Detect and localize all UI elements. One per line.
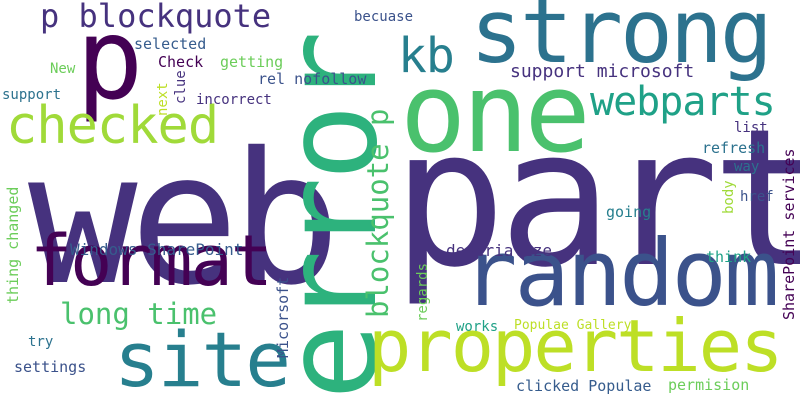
- word-populae-gallery: Populae Gallery: [514, 318, 632, 333]
- word-one: one: [400, 49, 591, 177]
- word-web: web: [28, 113, 341, 325]
- word-next: next: [155, 82, 171, 116]
- word-works: works: [456, 319, 499, 335]
- word-blockquote-p: blockquote p: [361, 108, 395, 318]
- word-strong: strong: [470, 0, 773, 83]
- word-webparts: webparts: [590, 79, 776, 125]
- word-think: think: [706, 248, 752, 266]
- word-body: body: [721, 180, 737, 214]
- word-micorsoft: Micorsoft: [274, 276, 292, 358]
- word-support: support: [2, 87, 62, 103]
- word-incorrect: incorrect: [196, 92, 272, 108]
- word-part: part: [392, 88, 800, 309]
- word-site: site: [114, 315, 291, 400]
- word-selected: selected: [134, 35, 207, 53]
- word-format: format: [30, 220, 273, 302]
- word-sharepoint-services: SharePoint services: [780, 148, 798, 320]
- word-support-microsoft: support microsoft: [510, 61, 695, 82]
- word-going: going: [606, 203, 652, 221]
- word-kb: kb: [398, 28, 455, 84]
- word-list: list: [734, 120, 768, 136]
- word-checked: checked: [6, 96, 219, 156]
- word-properties: properties: [368, 304, 783, 388]
- word-random: random: [462, 220, 779, 327]
- word-clue: clue: [173, 70, 189, 104]
- word-long-time: long time: [60, 297, 218, 331]
- word-becuase: becuase: [354, 9, 414, 25]
- word-permision: permision: [668, 376, 750, 394]
- word-way: way: [734, 159, 760, 175]
- word-new: New: [50, 61, 76, 77]
- word-rel-nofollow: rel nofollow: [258, 70, 367, 88]
- word-thing-changed: thing changed: [4, 186, 22, 304]
- word-clicked-populae: clicked Populae: [516, 377, 652, 395]
- word-regards: regards: [415, 262, 431, 322]
- word-getting: getting: [220, 53, 284, 71]
- word-href: href: [740, 189, 774, 205]
- word-check: Check: [158, 53, 204, 71]
- word-try: try: [28, 334, 54, 350]
- word-settings: settings: [14, 358, 87, 376]
- word-deserialize: deserialize: [446, 241, 552, 260]
- word-p: p: [76, 0, 144, 125]
- word-windows-sharepoint: Windows SharePoint: [70, 240, 244, 259]
- word-refresh: refresh: [702, 139, 766, 157]
- word-p-blockquote: p blockquote: [40, 0, 272, 35]
